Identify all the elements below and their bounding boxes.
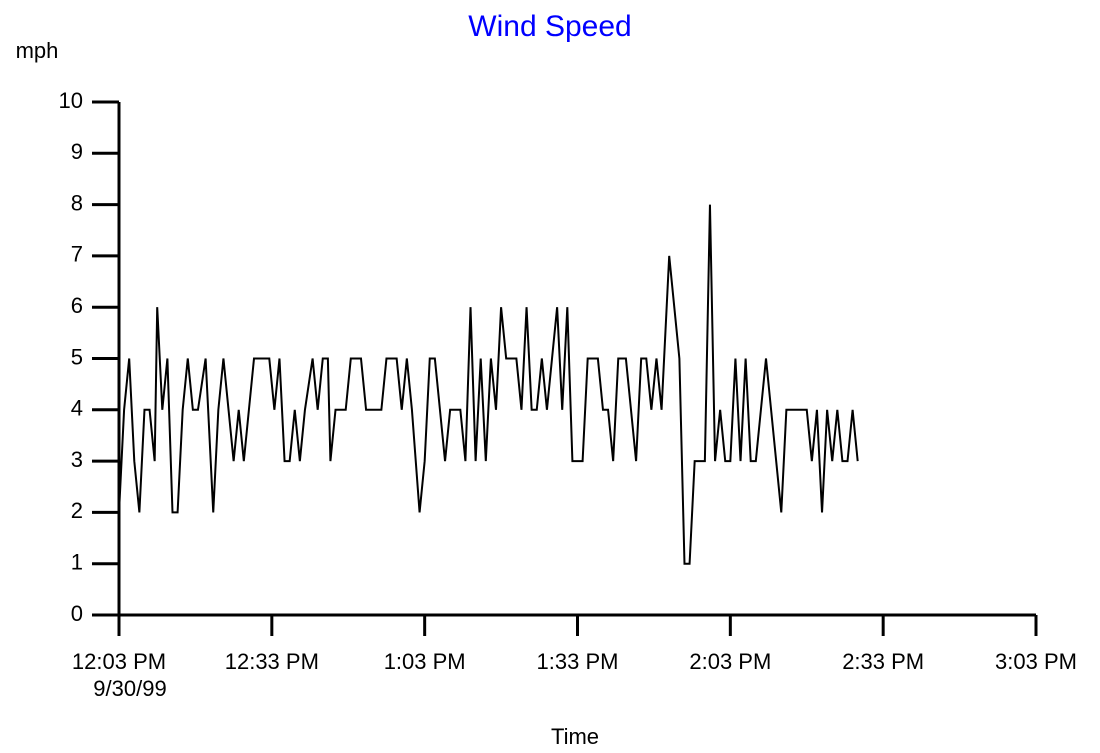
y-tick-label: 6 [71, 293, 83, 318]
x-tick-label: 12:03 PM [72, 649, 166, 674]
y-tick-label: 2 [71, 498, 83, 523]
x-tick-label: 2:33 PM [842, 649, 924, 674]
y-tick-label: 5 [71, 344, 83, 369]
x-tick-label: 2:03 PM [689, 649, 771, 674]
x-tick-label: 3:03 PM [995, 649, 1077, 674]
y-tick-label: 0 [71, 601, 83, 626]
y-tick-label: 9 [71, 139, 83, 164]
x-tick-label: 1:03 PM [384, 649, 466, 674]
x-axis-label: Time [551, 724, 599, 749]
y-tick-label: 1 [71, 550, 83, 575]
y-tick-label: 7 [71, 242, 83, 267]
y-tick-label: 10 [59, 88, 83, 113]
x-tick-label: 12:33 PM [225, 649, 319, 674]
x-start-date: 9/30/99 [93, 676, 166, 701]
y-axis-label: mph [16, 38, 59, 63]
line [118, 204, 859, 565]
y-tick-label: 4 [71, 396, 83, 421]
y-tick-label: 3 [71, 447, 83, 472]
chart-title: Wind Speed [468, 10, 631, 43]
x-tick-label: 1:33 PM [537, 649, 619, 674]
y-tick-label: 8 [71, 190, 83, 215]
